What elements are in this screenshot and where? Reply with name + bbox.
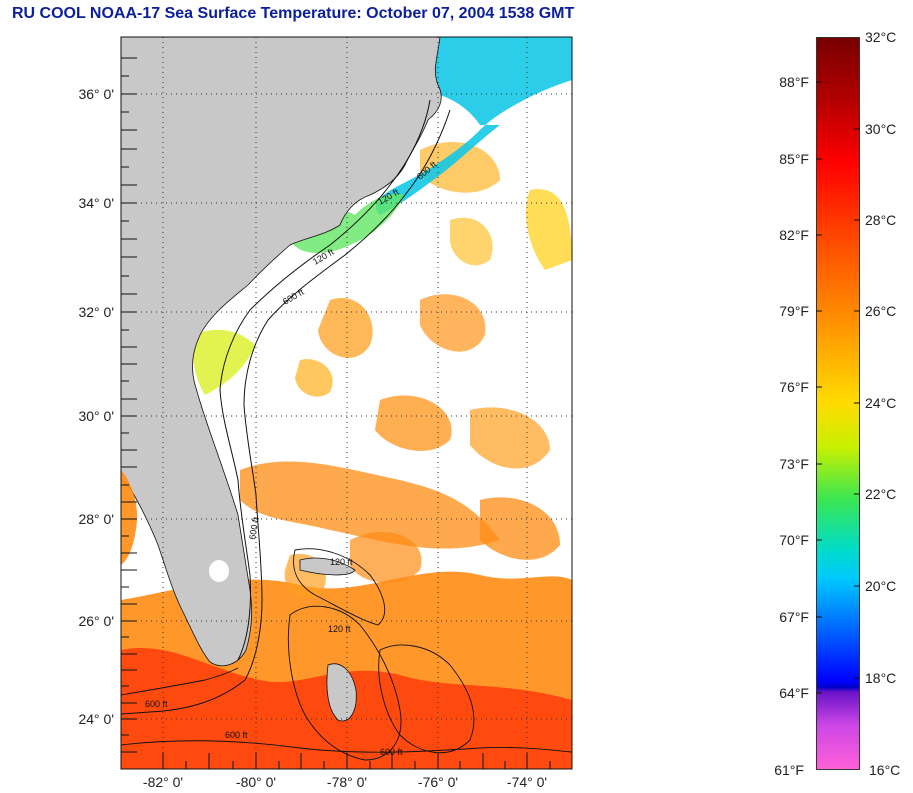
lat-label: 30° 0' (78, 408, 114, 424)
colorbar-f-label: 61°F (774, 762, 804, 778)
lat-label: 32° 0' (78, 304, 114, 320)
sst-patch (470, 407, 550, 469)
colorbar-f-label: 76°F (779, 379, 809, 395)
isobath-600ft (121, 109, 451, 715)
colorbar-f-label: 73°F (779, 456, 809, 472)
lon-label: -76° 0' (417, 774, 459, 790)
colorbar-f-label: 70°F (779, 532, 809, 548)
colorbar-c-label: 16°C (869, 762, 901, 778)
isobath-bahamas-1 (293, 548, 386, 626)
island-bahamas (326, 663, 357, 722)
lake-okeechobee (209, 560, 229, 582)
colorbar-c-label: 30°C (865, 121, 897, 137)
island-bahamas (299, 557, 356, 576)
colorbar-f-label: 82°F (779, 227, 809, 243)
sst-gulf-warm (121, 470, 138, 565)
sst-patch (450, 217, 493, 266)
lat-label: 36° 0' (78, 86, 114, 102)
sst-patch (525, 189, 572, 270)
lat-label: 26° 0' (78, 613, 114, 629)
colorbar-c-label: 32°C (865, 29, 897, 45)
lat-label: 34° 0' (78, 195, 114, 211)
graticule (121, 37, 572, 769)
lon-label: -80° 0' (235, 774, 277, 790)
colorbar-c-label: 26°C (865, 303, 897, 319)
sst-warm-florida-east (240, 461, 500, 549)
isobath-bahamas-3 (378, 644, 475, 754)
isobath-bahamas-2 (287, 605, 402, 761)
sst-patch (480, 497, 560, 560)
page-title: RU COOL NOAA-17 Sea Surface Temperature:… (12, 5, 575, 22)
colorbar-f-label: 64°F (779, 685, 809, 701)
sst-patch (420, 141, 500, 193)
sst-coastal-cool (376, 37, 572, 215)
lon-label: -74° 0' (506, 774, 548, 790)
lon-label: -82° 0' (142, 774, 184, 790)
isobath-label: 600 ft (247, 516, 261, 540)
isobath-label: 120 ft (330, 557, 353, 567)
colorbar-f-label: 85°F (779, 151, 809, 167)
sst-patch (350, 531, 422, 583)
sst-patch (318, 298, 373, 358)
colorbar-c-label: 18°C (865, 670, 897, 686)
sst-patch (295, 359, 333, 397)
colorbar-c-label: 22°C (865, 486, 897, 502)
isobath-120ft (219, 99, 431, 661)
sst-coastal-yellow (193, 329, 255, 395)
sst-patch (420, 294, 486, 352)
sst-coastal-green (290, 193, 405, 254)
isobath-label: 600 ft (145, 699, 168, 709)
colorbar-f-label: 79°F (779, 303, 809, 319)
colorbar-c-label: 24°C (865, 395, 897, 411)
lat-label: 24° 0' (78, 711, 114, 727)
colorbar-f-label: 67°F (779, 609, 809, 625)
colorbar-c-label: 28°C (865, 212, 897, 228)
isobath-label: 600 ft (380, 747, 403, 757)
axis-ticks (121, 57, 551, 769)
isobath-cuba (121, 740, 572, 753)
isobath-keys (121, 667, 239, 696)
isobath-label: 600 ft (225, 730, 248, 740)
colorbar-c-label: 20°C (865, 578, 897, 594)
colorbar (816, 37, 860, 770)
lat-label: 28° 0' (78, 511, 114, 527)
isobath-label: 120 ft (328, 624, 351, 634)
sst-patch (375, 395, 452, 451)
colorbar-f-label: 88°F (779, 74, 809, 90)
lon-label: -78° 0' (326, 774, 368, 790)
